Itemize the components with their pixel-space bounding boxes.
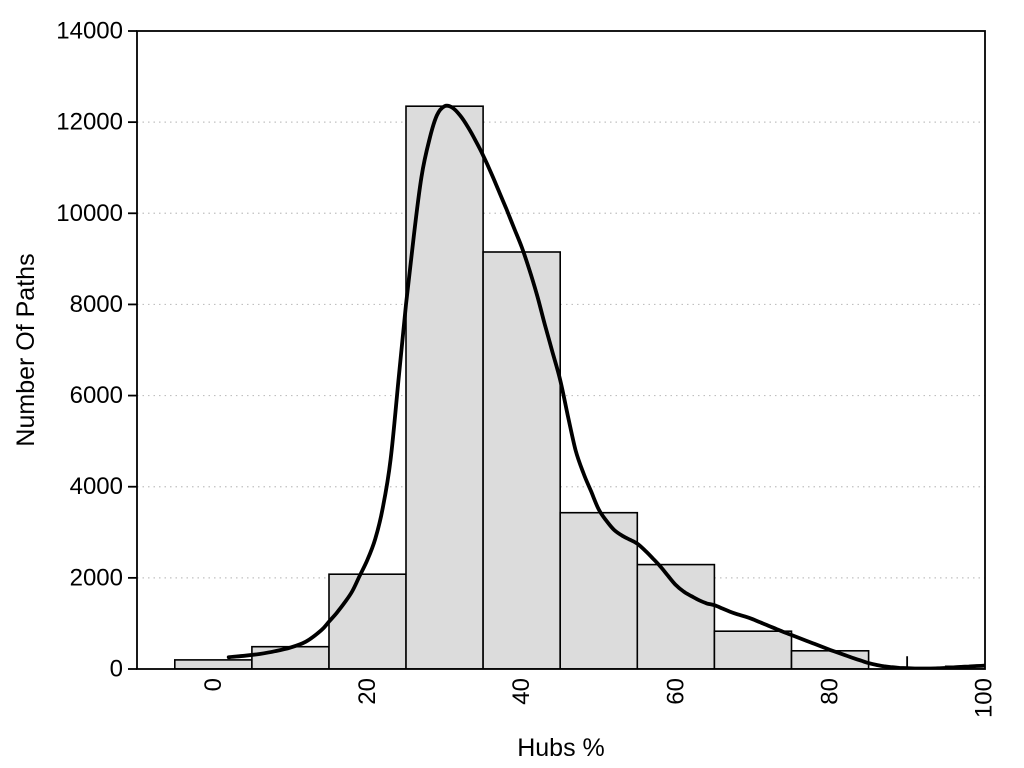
x-tick-label: 80 bbox=[817, 678, 844, 705]
histogram-bar bbox=[713, 630, 793, 669]
y-tick-label: 8000 bbox=[70, 291, 123, 318]
y-tick-label: 14000 bbox=[56, 18, 123, 45]
x-axis-title: Hubs % bbox=[517, 734, 605, 762]
x-tick-label: 100 bbox=[971, 678, 998, 718]
x-tick-label: 60 bbox=[662, 678, 689, 705]
x-tick-label: 20 bbox=[354, 678, 381, 705]
histogram-bar bbox=[251, 645, 330, 669]
y-axis-title: Number Of Paths bbox=[12, 253, 40, 446]
histogram-bar bbox=[636, 563, 716, 669]
histogram-bar bbox=[174, 659, 253, 669]
y-tick-label: 4000 bbox=[70, 473, 123, 500]
histogram-bar bbox=[482, 251, 562, 669]
x-tick-label: 0 bbox=[200, 678, 227, 691]
histogram-bar bbox=[328, 573, 407, 669]
y-tick-label: 12000 bbox=[56, 109, 123, 136]
plot-border bbox=[136, 30, 986, 670]
y-tick-label: 2000 bbox=[70, 564, 123, 591]
density-curve bbox=[226, 103, 985, 669]
x-tick-label: 40 bbox=[508, 678, 535, 705]
y-tick-label: 6000 bbox=[70, 382, 123, 409]
y-tick-label: 10000 bbox=[56, 200, 123, 227]
y-tick-label: 0 bbox=[110, 656, 123, 683]
